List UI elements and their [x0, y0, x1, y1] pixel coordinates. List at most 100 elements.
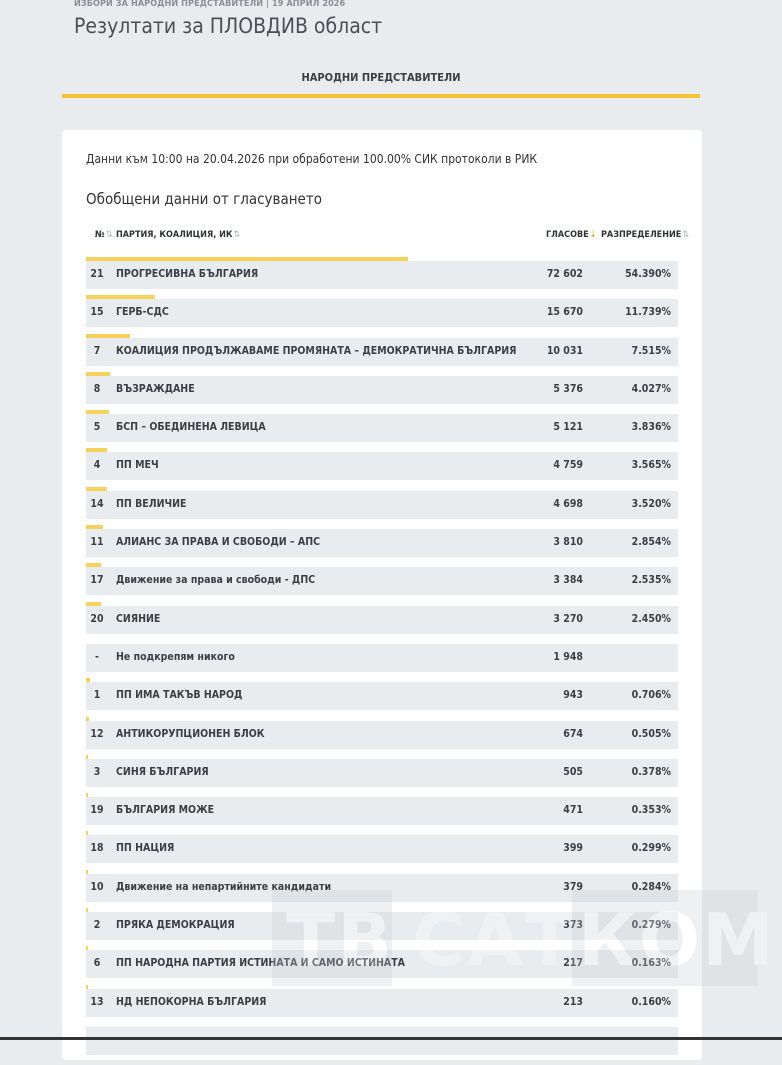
party-number: 2: [93, 919, 101, 932]
votes-count: 15 670: [546, 306, 583, 319]
party-name: БЪЛГАРИЯ МОЖЕ: [116, 804, 215, 817]
table-row: 12 АНТИКОРУПЦИОНЕН БЛОК 674 0.505%: [86, 716, 678, 749]
table-row: 20 СИЯНИЕ 3 270 2.450%: [86, 601, 678, 634]
bottom-border: [0, 1037, 782, 1040]
row-background: [86, 643, 678, 672]
row-background: [86, 490, 678, 519]
party-name: Движение за права и свободи - ДПС: [116, 574, 316, 587]
distribution-percent: 2.450%: [631, 612, 671, 625]
votes-count: 5 376: [553, 382, 583, 395]
row-background: [86, 299, 678, 328]
votes-count: 399: [563, 842, 583, 855]
party-number: -: [95, 650, 99, 663]
table-row: 3 СИНЯ БЪЛГАРИЯ 505 0.378%: [86, 754, 678, 787]
votes-count: 505: [563, 765, 583, 778]
party-name: ПП МЕЧ: [116, 459, 159, 472]
row-background: [86, 567, 678, 596]
distribution-percent: 11.739%: [625, 306, 671, 319]
distribution-percent: 0.163%: [631, 957, 671, 970]
party-number: 3: [93, 765, 101, 778]
distribution-percent: 0.378%: [631, 765, 671, 778]
table-row: 4 ПП МЕЧ 4 759 3.565%: [86, 448, 678, 481]
distribution-percent: 3.565%: [631, 459, 671, 472]
votes-count: 10 031: [546, 344, 583, 357]
distribution-bar: [86, 295, 156, 300]
party-number: 8: [93, 382, 101, 395]
row-background: [86, 988, 678, 1017]
votes-count: 379: [563, 880, 583, 893]
party-name: ПРЯКА ДЕМОКРАЦИЯ: [116, 919, 235, 932]
votes-count: 3 384: [553, 574, 583, 587]
distribution-percent: 7.515%: [631, 344, 671, 357]
distribution-bar: [86, 525, 103, 530]
distribution-percent: 0.706%: [631, 689, 671, 702]
distribution-bar: [86, 793, 89, 798]
party-number: 12: [90, 727, 104, 740]
party-name: ПП ВЕЛИЧИЕ: [116, 497, 187, 510]
party-number: 10: [90, 880, 104, 893]
row-background: [86, 912, 678, 941]
row-background: [86, 414, 678, 443]
party-name: ПП ИМА ТАКЪВ НАРОД: [116, 689, 243, 702]
distribution-bar: [86, 678, 91, 683]
sort-icon: ⇅: [682, 230, 690, 240]
distribution-percent: 0.299%: [631, 842, 671, 855]
party-number: 21: [90, 268, 104, 280]
header-distribution[interactable]: РАЗПРЕДЕЛЕНИЕ⇅: [601, 230, 690, 240]
party-name: АНТИКОРУПЦИОНЕН БЛОК: [116, 727, 265, 740]
table-row: 19 БЪЛГАРИЯ МОЖЕ 471 0.353%: [86, 793, 678, 826]
row-background: [86, 529, 678, 558]
distribution-bar: [86, 601, 101, 606]
row-background: [86, 950, 678, 979]
party-name: ПП НАЦИЯ: [116, 842, 175, 855]
table-row: 13 НД НЕПОКОРНА БЪЛГАРИЯ 213 0.160%: [86, 984, 678, 1017]
party-number: 19: [90, 804, 104, 817]
table-row: 8 ВЪЗРАЖДАНЕ 5 376 4.027%: [86, 371, 678, 404]
table-row: 10 Движение на непартийните кандидати 379 0…: [86, 869, 678, 902]
table-row: 17 Движение за права и свободи - ДПС 3 384…: [86, 563, 678, 596]
header-votes[interactable]: ГЛАСОВЕ⇣: [546, 230, 597, 240]
table-row: 21 ПРОГРЕСИВНА БЪЛГАРИЯ 72 602 54.390%: [86, 257, 678, 289]
party-name: Не подкрепям никого: [116, 650, 235, 663]
party-number: 18: [90, 842, 104, 855]
header-party[interactable]: ПАРТИЯ, КОАЛИЦИЯ, ИК⇅: [116, 230, 241, 240]
row-background: [86, 337, 678, 366]
distribution-percent: 3.836%: [631, 421, 671, 434]
party-number: 14: [90, 497, 104, 510]
row-background: [86, 452, 678, 481]
distribution-bar: [86, 563, 101, 568]
tab-national-representatives[interactable]: НАРОДНИ ПРЕДСТАВИТЕЛИ: [62, 68, 700, 98]
row-background: [86, 758, 678, 787]
party-number: 1: [93, 689, 101, 702]
distribution-bar: [86, 333, 131, 338]
votes-count: 471: [563, 804, 583, 817]
party-name: АЛИАНС ЗА ПРАВА И СВОБОДИ – АПС: [116, 536, 321, 549]
row-background: [86, 797, 678, 826]
sort-desc-icon: ⇣: [589, 230, 597, 240]
party-name: ПП НАРОДНА ПАРТИЯ ИСТИНАТА И САМО ИСТИНА…: [116, 957, 405, 970]
distribution-bar: [86, 448, 108, 453]
distribution-bar: [86, 257, 408, 261]
row-background: [86, 375, 678, 404]
row-background: [86, 835, 678, 864]
party-name: ВЪЗРАЖДАНЕ: [116, 382, 195, 395]
party-number: 15: [90, 306, 104, 319]
distribution-bar: [86, 831, 88, 836]
row-background: [86, 682, 678, 711]
distribution-bar: [86, 946, 88, 951]
distribution-bar: [86, 371, 110, 376]
results-card: Данни към 10:00 на 20.04.2026 при обрабо…: [62, 130, 702, 1060]
table-row: 6 ПП НАРОДНА ПАРТИЯ ИСТИНАТА И САМО ИСТИН…: [86, 946, 678, 979]
distribution-bar: [86, 908, 88, 913]
votes-count: 4 698: [553, 497, 583, 510]
distribution-bar: [86, 984, 88, 989]
party-number: 17: [90, 574, 104, 587]
party-number: 13: [90, 995, 104, 1008]
page-title: Резултати за ПЛОВДИВ област: [74, 14, 383, 38]
table-row: 14 ПП ВЕЛИЧИЕ 4 698 3.520%: [86, 486, 678, 519]
header-num[interactable]: №⇅: [95, 230, 113, 240]
party-name: СИЯНИЕ: [116, 612, 161, 625]
party-name: СИНЯ БЪЛГАРИЯ: [116, 765, 209, 778]
results-table-body: 21 ПРОГРЕСИВНА БЪЛГАРИЯ 72 602 54.390% 15 ГЕР…: [86, 257, 678, 1065]
votes-count: 5 121: [553, 421, 583, 434]
